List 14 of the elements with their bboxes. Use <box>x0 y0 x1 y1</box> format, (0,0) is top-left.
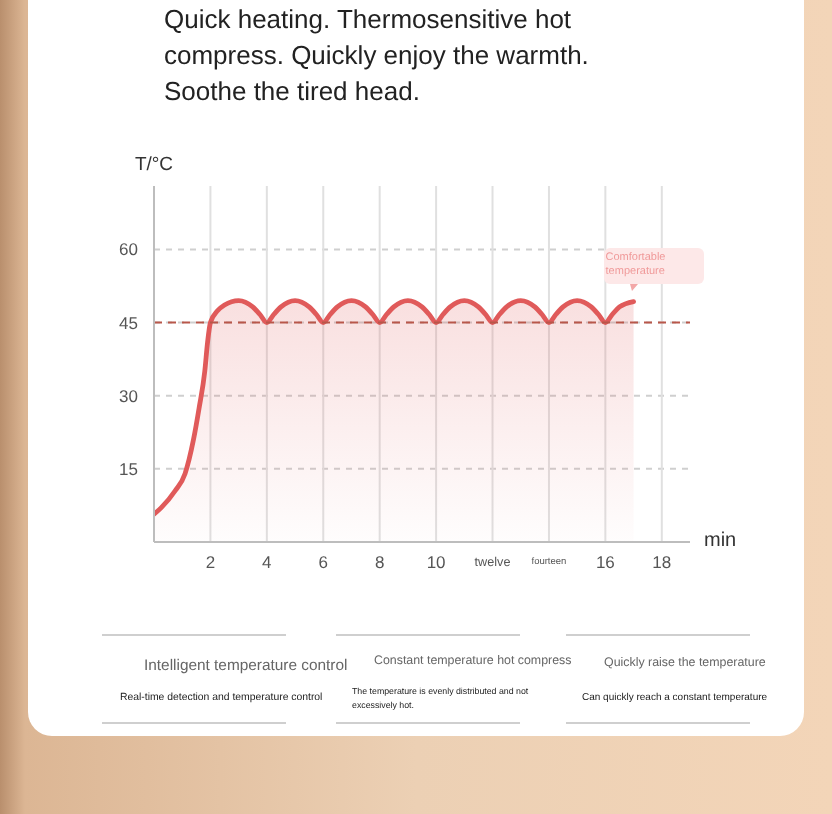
x-tick-label: 2 <box>205 552 216 572</box>
y-tick-label: 45 <box>119 312 139 333</box>
y-tick-label: 30 <box>119 385 139 406</box>
x-tick-label: 6 <box>318 552 329 572</box>
y-tick-label: 15 <box>119 458 139 479</box>
chart-title: Quick heating. Thermosensitive hot compress. Quickly enjoy the warmth. Soothe the tired head. <box>164 2 591 110</box>
x-tick-label: 10 <box>426 552 447 572</box>
x-tick-label: 16 <box>595 552 616 572</box>
y-axis-title: T/°C <box>132 154 176 178</box>
x-tick-label: 4 <box>262 552 273 572</box>
x-axis-title: min <box>704 528 737 554</box>
x-tick-label: 8 <box>374 552 385 572</box>
x-tick-label: 18 <box>652 552 672 572</box>
y-tick-label: 60 <box>119 239 139 260</box>
